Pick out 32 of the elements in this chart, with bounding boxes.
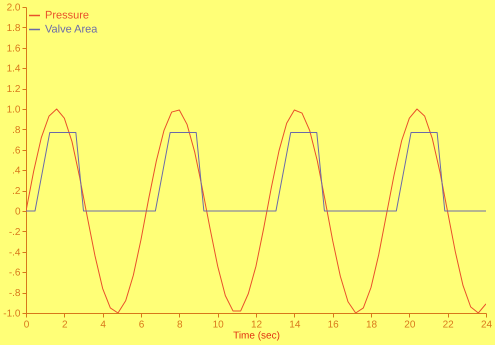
y-tick-label: -.6	[8, 268, 21, 279]
x-tick-label: 22	[442, 320, 454, 330]
x-tick-label: 4	[100, 320, 106, 330]
legend-label: Valve Area	[45, 24, 98, 36]
x-tick-label: 10	[212, 320, 224, 330]
y-tick-label: 1.2	[6, 84, 21, 96]
x-tick-label: 2	[62, 320, 68, 330]
y-tick-label: 1.6	[6, 43, 21, 54]
y-tick-label: -1.0	[3, 308, 21, 320]
y-tick-label: 1.8	[6, 22, 21, 34]
x-tick-label: 14	[289, 320, 301, 330]
y-tick-label: 0	[14, 206, 21, 218]
y-tick-label: .4	[12, 166, 21, 177]
y-tick-label: -.4	[8, 247, 21, 258]
x-tick-label: 0	[24, 320, 30, 330]
x-tick-label: 20	[404, 320, 416, 330]
x-tick-label: 6	[138, 320, 145, 330]
y-tick-label: .8	[12, 124, 21, 136]
y-tick-label: -.2	[8, 226, 21, 238]
y-tick-label: 2.0	[6, 2, 21, 14]
x-axis-title: Time (sec)	[233, 330, 280, 342]
legend-label: Pressure	[45, 10, 90, 22]
x-tick-label: 8	[177, 320, 184, 330]
y-tick-label: .2	[12, 186, 21, 198]
y-tick-label: 1.0	[6, 104, 21, 116]
x-tick-label: 16	[328, 320, 340, 330]
x-tick-label: 18	[366, 320, 378, 330]
x-tick-label: 24	[480, 320, 492, 330]
x-tick-label: 12	[250, 320, 262, 330]
y-tick-label: .6	[12, 145, 21, 156]
y-tick-label: -.8	[8, 288, 21, 300]
y-tick-label: 1.4	[6, 64, 21, 75]
